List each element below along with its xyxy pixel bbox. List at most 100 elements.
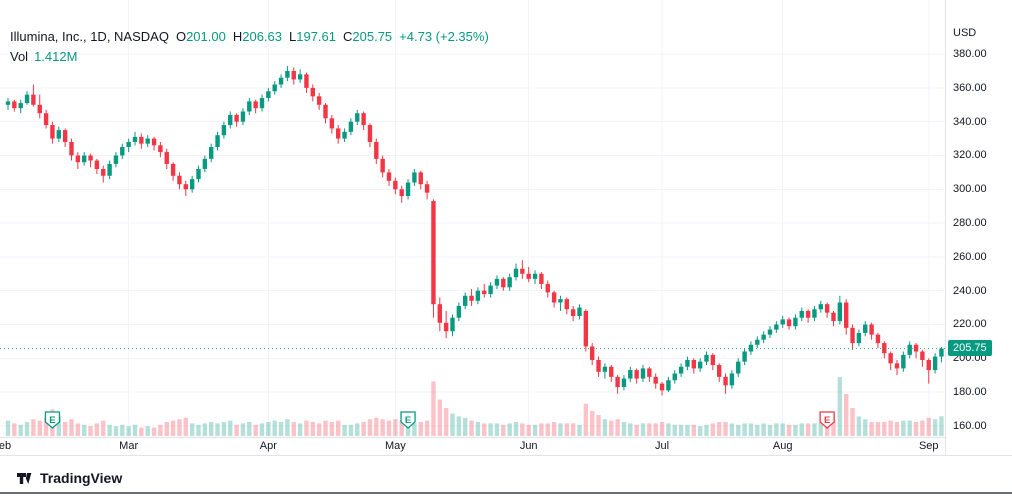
volume-bar (513, 422, 519, 436)
volume-bar (786, 424, 792, 436)
volume-bar (443, 408, 449, 436)
volume-bar (634, 424, 639, 436)
candle (850, 327, 855, 344)
candle (780, 319, 785, 325)
candle (5, 101, 11, 105)
volume-bar (913, 422, 919, 436)
volume-bar (12, 423, 17, 436)
volume-bar (666, 423, 671, 436)
candle (786, 319, 792, 327)
candle (761, 334, 766, 340)
candle (253, 101, 258, 109)
symbol-title[interactable]: Illumina, Inc., 1D, NASDAQ (10, 29, 169, 44)
candle (367, 125, 373, 142)
time-axis-label: Mar (119, 440, 139, 452)
candle (113, 155, 119, 164)
candle (482, 290, 487, 295)
earnings-marker[interactable] (44, 411, 61, 429)
volume-bar (304, 420, 309, 436)
volume-bar (310, 422, 315, 436)
candle (56, 130, 61, 139)
volume-bar (132, 424, 138, 436)
candle (520, 268, 525, 274)
volume-bar (399, 420, 404, 436)
volume-bar (621, 422, 627, 436)
tradingview-logo[interactable]: TradingView (16, 469, 122, 487)
volume-bar (316, 423, 322, 436)
candle (183, 184, 188, 190)
low-label: L (289, 29, 297, 44)
volume-bar (285, 419, 290, 436)
volume-bar (837, 377, 843, 436)
volume-bar (488, 423, 493, 436)
volume-bar (907, 420, 912, 436)
price-axis[interactable]: USD 205.75 380.00 360.00 340.00 320.00 300.0… (945, 0, 1012, 455)
candle (513, 268, 519, 278)
candle (266, 91, 271, 99)
volume-bar (297, 423, 303, 436)
last-price-tag: 205.75 (948, 339, 992, 356)
candle (621, 378, 627, 388)
volume-bar (158, 424, 163, 436)
price-axis-label: 160.00 (953, 419, 987, 432)
candle (291, 70, 296, 80)
candle (863, 324, 868, 333)
volume-bar (590, 410, 595, 436)
candle (247, 101, 252, 112)
candle (361, 113, 366, 126)
candle (418, 172, 423, 185)
volume-bar (748, 423, 754, 436)
volume-bar (456, 416, 462, 436)
candle (158, 145, 163, 153)
candle (170, 163, 176, 176)
volume-bar (761, 423, 766, 436)
time-axis[interactable]: Feb Mar Apr May Jun Jul Aug Sep (0, 437, 946, 456)
candle (558, 299, 563, 303)
candle (259, 98, 265, 109)
volume-bar (412, 423, 417, 436)
volume-bar (831, 419, 836, 436)
candle (564, 299, 569, 310)
volume-bar (151, 427, 157, 436)
candle (145, 138, 150, 144)
volume-bar (501, 424, 506, 436)
candle (596, 359, 601, 372)
candle (285, 70, 290, 78)
candle (831, 312, 836, 322)
candle (323, 104, 328, 119)
volume-bar (374, 417, 379, 436)
volume-bar (583, 403, 589, 436)
volume-bar (75, 423, 81, 436)
currency-label: USD (953, 27, 977, 39)
volume-bar (62, 422, 68, 436)
candle (12, 101, 17, 109)
volume-bar (145, 426, 150, 436)
candle (615, 376, 620, 388)
volume-bar (82, 424, 87, 436)
candle (824, 304, 830, 313)
volume-bar (253, 424, 258, 436)
volume-bar (355, 423, 360, 436)
earnings-marker[interactable] (400, 411, 416, 429)
candle (697, 361, 703, 369)
candle (583, 310, 589, 347)
volume-bar (247, 422, 252, 436)
earnings-marker[interactable] (819, 411, 835, 429)
symbol-legend: Illumina, Inc., 1D, NASDAQ O201.00 H206.63… (10, 27, 489, 67)
low-value: 197.61 (296, 29, 336, 44)
volume-bar (56, 416, 61, 436)
window-edge (0, 492, 1012, 494)
volume-bar (482, 423, 487, 436)
volume-bar (558, 423, 563, 436)
candle (488, 285, 493, 295)
candle (50, 125, 55, 139)
candle (18, 103, 23, 109)
time-axis-label: Feb (0, 440, 12, 452)
candle (437, 304, 442, 323)
candle (799, 310, 804, 318)
volume-bar (640, 423, 646, 436)
volume-bar (228, 420, 233, 436)
candle (551, 292, 557, 303)
candle (717, 365, 722, 377)
